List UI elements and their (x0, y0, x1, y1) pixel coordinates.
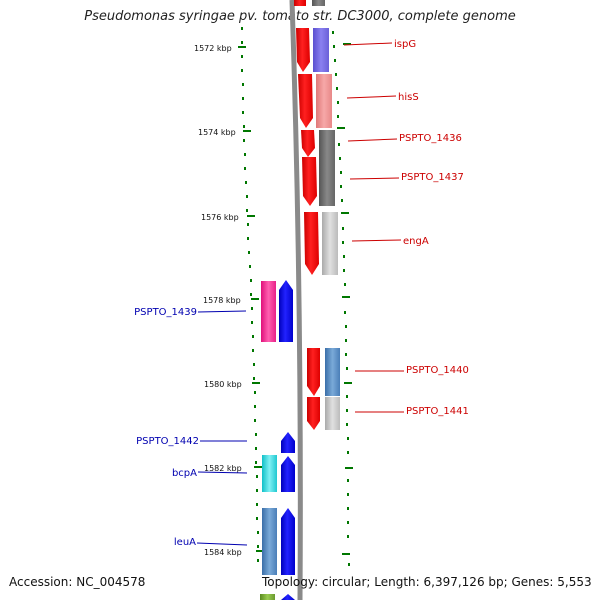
gene-arrow-PSPTO_1441[interactable] (307, 397, 320, 430)
gene-label-PSPTO_1437[interactable]: PSPTO_1437 (401, 172, 464, 183)
gene-category-block (316, 74, 332, 128)
gene-arrow-partial (281, 594, 295, 600)
accession-text: Accession: NC_004578 (9, 575, 146, 589)
gene-label-bcpA[interactable]: bcpA (172, 468, 197, 479)
reverse-label-leaders (196, 310, 248, 546)
gene-label-PSPTO_1436[interactable]: PSPTO_1436 (399, 133, 462, 144)
gene-label-PSPTO_1442[interactable]: PSPTO_1442 (136, 436, 199, 447)
scale-dots-left (241, 27, 259, 562)
kbp-label: 1574 kbp (198, 128, 236, 137)
gene-arrow-bcpA[interactable] (281, 456, 295, 492)
gene-label-PSPTO_1439[interactable]: PSPTO_1439 (134, 307, 197, 318)
gene-arrow-PSPTO_1437[interactable] (302, 157, 317, 206)
backbone-line (289, 0, 303, 600)
gene-category-block (325, 348, 340, 396)
gene-arrow-ispG[interactable] (296, 28, 310, 72)
gene-category-block (319, 130, 335, 206)
gene-category-block (261, 281, 276, 342)
gene-label-PSPTO_1441[interactable]: PSPTO_1441 (406, 406, 469, 417)
kbp-label: 1576 kbp (201, 213, 239, 222)
gene-feature-partial (312, 0, 325, 6)
kbp-label: 1582 kbp (204, 464, 242, 473)
major-ticks (238, 43, 353, 555)
gene-category-block (322, 212, 338, 275)
gene-label-hisS[interactable]: hisS (398, 92, 419, 103)
gene-arrow-PSPTO_1436[interactable] (301, 130, 315, 157)
map-title: Pseudomonas syringae pv. tomato str. DC3… (84, 9, 516, 24)
kbp-label: 1572 kbp (194, 44, 232, 53)
gene-arrow-PSPTO_1442[interactable] (281, 432, 295, 453)
gene-label-PSPTO_1440[interactable]: PSPTO_1440 (406, 365, 469, 376)
gene-arrow-engA[interactable] (304, 212, 319, 275)
gene-category-block (260, 594, 275, 600)
kbp-label: 1580 kbp (204, 380, 242, 389)
topology-text: Topology: circular; Length: 6,397,126 bp… (262, 575, 592, 589)
gene-label-engA[interactable]: engA (403, 236, 429, 247)
forward-label-leaders (343, 42, 404, 413)
kbp-label: 1578 kbp (203, 296, 241, 305)
gene-category-block (262, 508, 277, 575)
gene-arrow-leuA[interactable] (281, 508, 295, 575)
gene-arrow-PSPTO_1439[interactable] (279, 280, 293, 342)
gene-label-leuA[interactable]: leuA (174, 537, 196, 548)
gene-category-block (313, 28, 329, 72)
gene-category-block (325, 397, 340, 430)
scale-dots-right (332, 31, 350, 566)
gene-arrow-hisS[interactable] (298, 74, 313, 128)
gene-category-block (262, 455, 277, 492)
gene-label-ispG[interactable]: ispG (394, 39, 416, 50)
gene-feature-partial (294, 0, 306, 6)
kbp-label: 1584 kbp (204, 548, 242, 557)
gene-arrow-PSPTO_1440[interactable] (307, 348, 320, 396)
